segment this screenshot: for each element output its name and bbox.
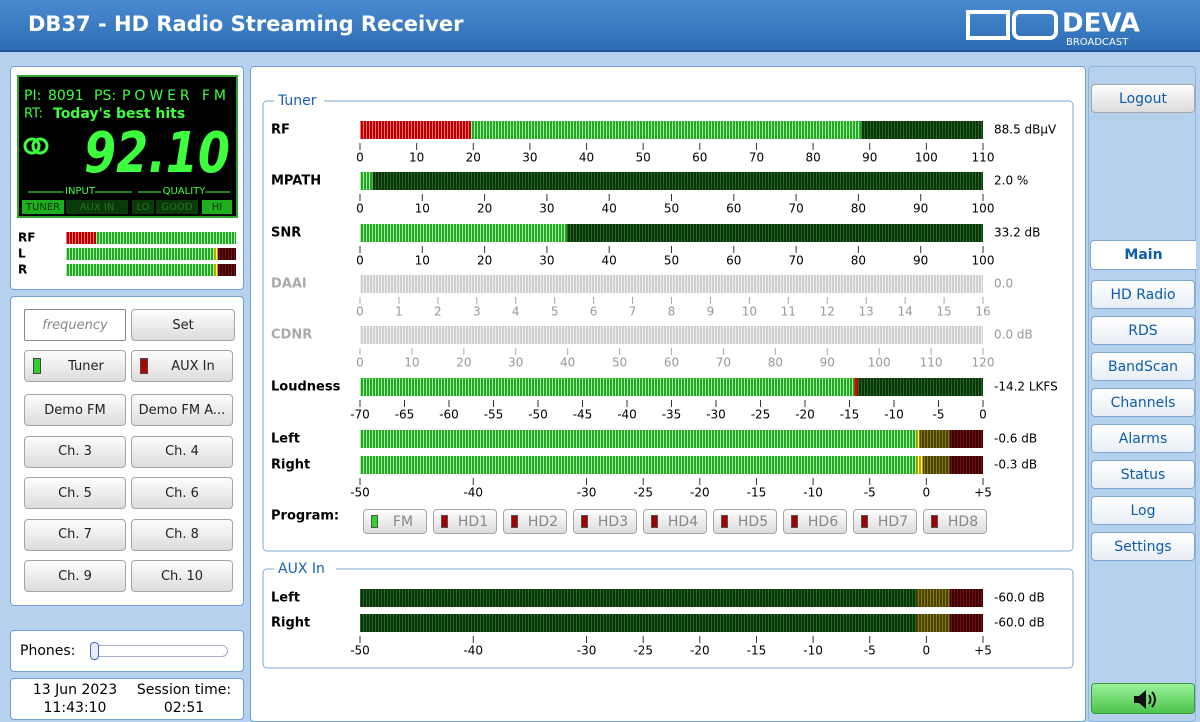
program-indicator bbox=[581, 515, 588, 528]
preset-button[interactable]: Ch. 4 bbox=[131, 435, 233, 468]
tab[interactable]: HD Radio bbox=[1091, 280, 1195, 309]
preset-button[interactable]: Demo FM A... bbox=[131, 394, 233, 426]
source-indicator bbox=[140, 358, 148, 374]
source-indicator bbox=[33, 358, 41, 374]
preset-button[interactable]: Demo FM bbox=[24, 394, 126, 426]
program-indicator bbox=[861, 515, 868, 528]
tab[interactable]: Alarms bbox=[1091, 424, 1195, 453]
date: 13 Jun 2023 bbox=[32, 682, 118, 698]
preset-button[interactable]: Ch. 5 bbox=[24, 477, 126, 510]
program-button[interactable]: HD8 bbox=[923, 509, 987, 534]
preset-button[interactable]: Ch. 6 bbox=[131, 477, 233, 510]
session-time: 02:51 bbox=[163, 700, 205, 716]
source-button[interactable]: Tuner bbox=[24, 350, 126, 382]
program-indicator bbox=[441, 515, 448, 528]
tab[interactable]: Settings bbox=[1091, 532, 1195, 561]
program-button[interactable]: HD7 bbox=[853, 509, 917, 534]
program-button[interactable]: HD6 bbox=[783, 509, 847, 534]
program-indicator bbox=[931, 515, 938, 528]
tab[interactable]: Log bbox=[1091, 496, 1195, 525]
speaker-button[interactable] bbox=[1091, 683, 1195, 714]
phones-thumb[interactable] bbox=[90, 642, 99, 660]
program-indicator bbox=[651, 515, 658, 528]
title: DB37 - HD Radio Streaming Receiver bbox=[28, 12, 464, 36]
time: 11:43:10 bbox=[43, 700, 107, 716]
preset-button[interactable]: Ch. 3 bbox=[24, 435, 126, 468]
preset-button[interactable]: Ch. 9 bbox=[24, 560, 126, 593]
tab[interactable]: Main bbox=[1090, 240, 1196, 270]
preset-button[interactable]: Ch. 7 bbox=[24, 518, 126, 551]
preset-button[interactable]: Ch. 10 bbox=[131, 560, 233, 593]
header: DB37 - HD Radio Streaming Receiver bbox=[0, 0, 1200, 52]
program-button[interactable]: HD1 bbox=[433, 509, 497, 534]
session-label: Session time: bbox=[136, 682, 232, 698]
program-button[interactable]: HD5 bbox=[713, 509, 777, 534]
tab[interactable]: Status bbox=[1091, 460, 1195, 489]
logout-button[interactable]: Logout bbox=[1091, 84, 1195, 113]
program-indicator bbox=[511, 515, 518, 528]
tab[interactable]: BandScan bbox=[1091, 352, 1195, 381]
status-panel bbox=[10, 678, 244, 720]
tab[interactable]: RDS bbox=[1091, 316, 1195, 345]
phones-label: Phones: bbox=[20, 643, 76, 659]
program-button[interactable]: FM bbox=[363, 509, 427, 534]
program-indicator bbox=[791, 515, 798, 528]
program-button[interactable]: HD3 bbox=[573, 509, 637, 534]
program-indicator bbox=[721, 515, 728, 528]
phones-slider[interactable] bbox=[92, 645, 228, 657]
display-panel bbox=[10, 66, 244, 290]
preset-button[interactable]: Ch. 8 bbox=[131, 518, 233, 551]
frequency-input[interactable]: frequency bbox=[24, 309, 126, 341]
program-button[interactable]: HD2 bbox=[503, 509, 567, 534]
set-button[interactable]: Set bbox=[131, 309, 235, 341]
main-panel bbox=[250, 66, 1086, 722]
speaker-icon bbox=[1134, 690, 1156, 709]
source-button[interactable]: AUX In bbox=[131, 350, 233, 382]
program-indicator bbox=[371, 515, 378, 528]
program-button[interactable]: HD4 bbox=[643, 509, 707, 534]
tab[interactable]: Channels bbox=[1091, 388, 1195, 417]
